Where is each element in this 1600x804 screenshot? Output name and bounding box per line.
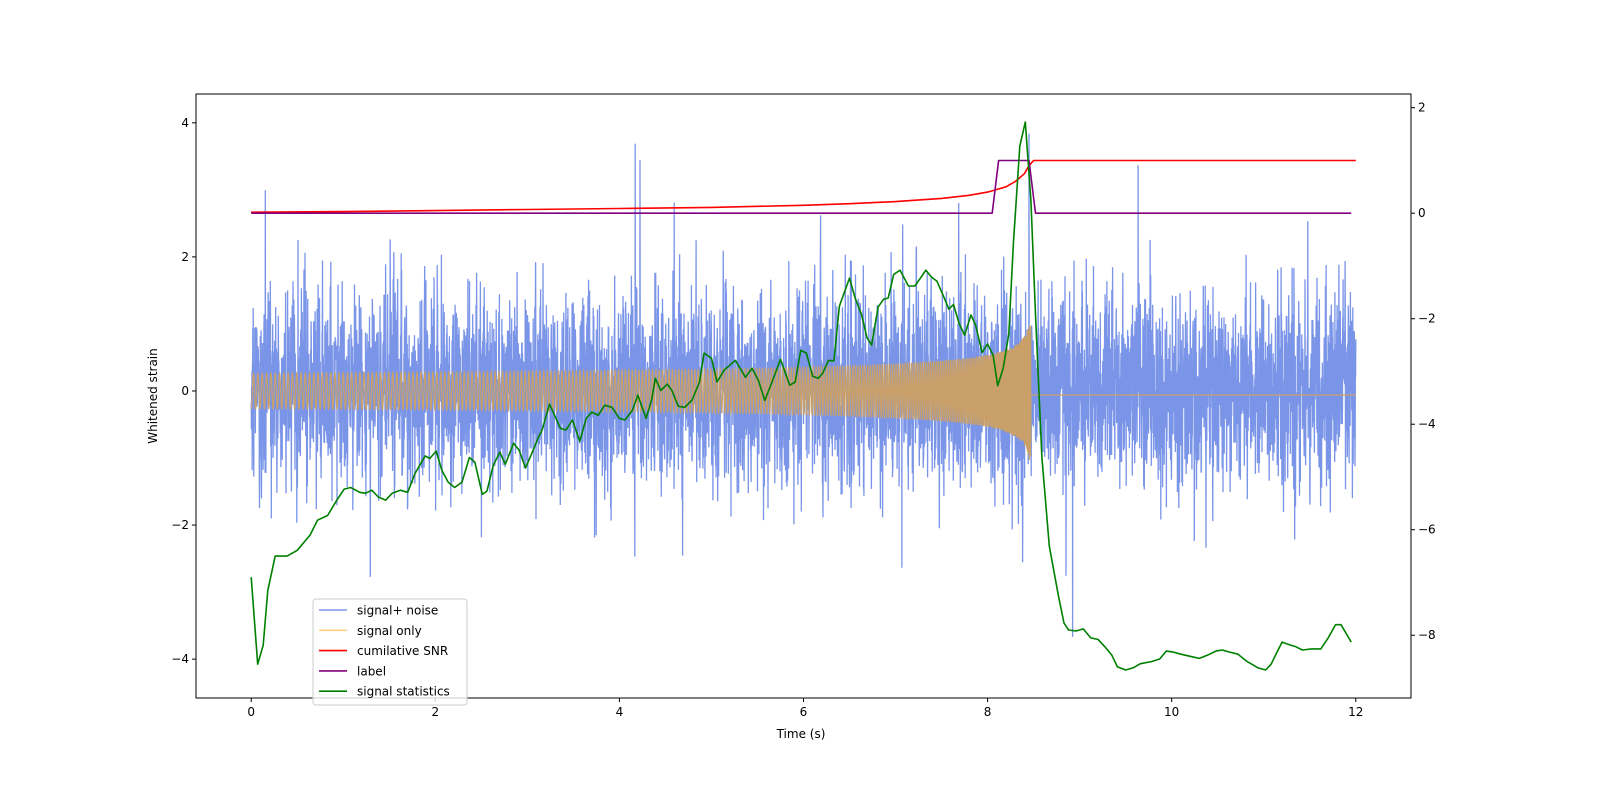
y-axis-right: −8 −6 −4 −2 0 2 <box>1411 101 1436 642</box>
x-tick-label: 2 <box>431 705 439 719</box>
legend-label: signal+ noise <box>357 604 438 618</box>
legend-label: label <box>357 664 386 678</box>
series-label <box>251 159 1352 214</box>
y2-tick-label: 0 <box>1418 206 1426 220</box>
legend-label: signal statistics <box>357 685 450 699</box>
x-tick-label: 6 <box>800 705 808 719</box>
plot-area <box>250 121 1357 671</box>
y-tick-label: 0 <box>181 384 189 398</box>
y2-tick-label: 2 <box>1418 101 1426 115</box>
y-axis-label: Whitened strain <box>146 348 160 444</box>
series-signal-statistics <box>250 121 1352 671</box>
legend-label: signal only <box>357 624 422 638</box>
y2-tick-label: −4 <box>1418 417 1436 431</box>
x-tick-label: 4 <box>616 705 624 719</box>
y2-tick-label: −6 <box>1418 523 1436 537</box>
x-tick-label: 12 <box>1348 705 1363 719</box>
y2-tick-label: −2 <box>1418 312 1436 326</box>
y-tick-label: 2 <box>181 250 189 264</box>
legend: signal+ noise signal only cumilative SNR la… <box>312 598 468 706</box>
y-tick-label: −2 <box>171 518 189 532</box>
x-tick-label: 8 <box>984 705 992 719</box>
y-tick-label: 4 <box>181 116 189 130</box>
legend-box <box>312 598 468 706</box>
y-axis-left: −4 −2 0 2 4 <box>171 116 196 666</box>
y2-tick-label: −8 <box>1418 628 1436 642</box>
x-tick-label: 10 <box>1164 705 1179 719</box>
series-signal-only <box>250 325 1356 461</box>
series-signal-plus-noise <box>250 133 1357 637</box>
x-tick-label: 0 <box>247 705 255 719</box>
legend-label: cumilative SNR <box>357 644 448 658</box>
x-axis-label: Time (s) <box>776 727 826 741</box>
series-cumilative-snr <box>251 159 1356 213</box>
y-tick-label: −4 <box>171 652 189 666</box>
